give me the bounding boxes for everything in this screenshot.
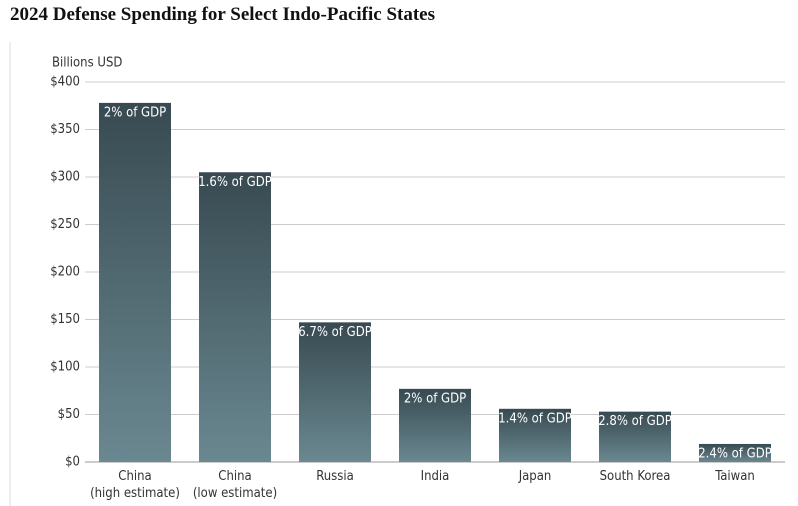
bar [599, 411, 671, 462]
y-tick-label: $0 [65, 455, 80, 470]
bar [99, 102, 171, 463]
y-tick-label: $250 [50, 217, 80, 232]
bar-annotation: 2.4% of GDP [698, 446, 772, 461]
x-tick-label: India [420, 469, 450, 484]
bar-annotation: 2% of GDP [104, 105, 166, 120]
bar-annotation: 1.6% of GDP [198, 175, 272, 190]
bar [199, 172, 271, 462]
x-tick-label: Japan [518, 469, 552, 484]
x-tick-label: China (low estimate) [192, 469, 278, 501]
bar-annotation: 2% of GDP [404, 391, 466, 406]
y-tick-label: $50 [58, 407, 80, 422]
y-axis-label: Billions USD [52, 56, 122, 71]
x-tick-label: Russia [316, 469, 354, 484]
chart-title: 2024 Defense Spending for Select Indo-Pa… [10, 4, 436, 25]
bar [699, 443, 771, 462]
x-tick-label: South Korea [599, 469, 671, 484]
y-tick-label: $100 [50, 360, 80, 375]
y-tick-label: $400 [50, 75, 80, 90]
y-tick-label: $200 [50, 265, 80, 280]
bar [399, 388, 471, 462]
y-tick-label: $150 [50, 312, 80, 327]
bar-annotation: 2.8% of GDP [598, 414, 672, 429]
bar [299, 322, 371, 462]
x-tick-label: China (high estimate) [90, 469, 180, 501]
bar-annotation: 1.4% of GDP [498, 411, 572, 426]
bar [499, 408, 571, 462]
y-tick-label: $300 [50, 170, 80, 185]
y-tick-label: $350 [50, 122, 80, 137]
x-tick-label: Taiwan [715, 469, 755, 484]
bar-annotation: 6.7% of GDP [298, 325, 372, 340]
